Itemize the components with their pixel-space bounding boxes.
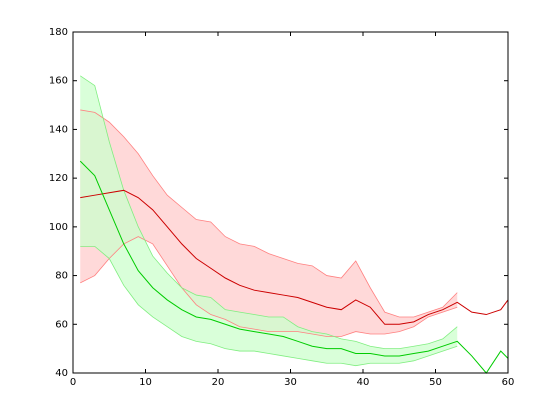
y-tick-label: 60 — [55, 319, 68, 330]
band-edge — [80, 109, 458, 318]
band-edge — [80, 236, 458, 337]
x-tick-label: 60 — [502, 377, 515, 388]
x-tick-label: 50 — [429, 377, 442, 388]
y-tick-label: 120 — [49, 173, 68, 184]
y-tick-label: 140 — [49, 124, 68, 135]
x-tick-label: 30 — [284, 377, 297, 388]
band-edge — [80, 245, 458, 367]
line — [80, 189, 509, 325]
y-tick-label: 180 — [49, 27, 68, 38]
band — [80, 75, 458, 366]
y-tick-label: 100 — [49, 222, 68, 233]
band — [80, 109, 458, 337]
x-tick-label: 20 — [212, 377, 225, 388]
band-edge — [80, 75, 458, 350]
y-tick-label: 160 — [49, 76, 68, 87]
x-tick-label: 40 — [357, 377, 370, 388]
line — [79, 160, 509, 374]
x-tick-label: 0 — [70, 377, 76, 388]
y-tick-label: 80 — [55, 271, 68, 282]
x-tick-label: 10 — [139, 377, 152, 388]
y-tick-label: 40 — [55, 368, 68, 379]
